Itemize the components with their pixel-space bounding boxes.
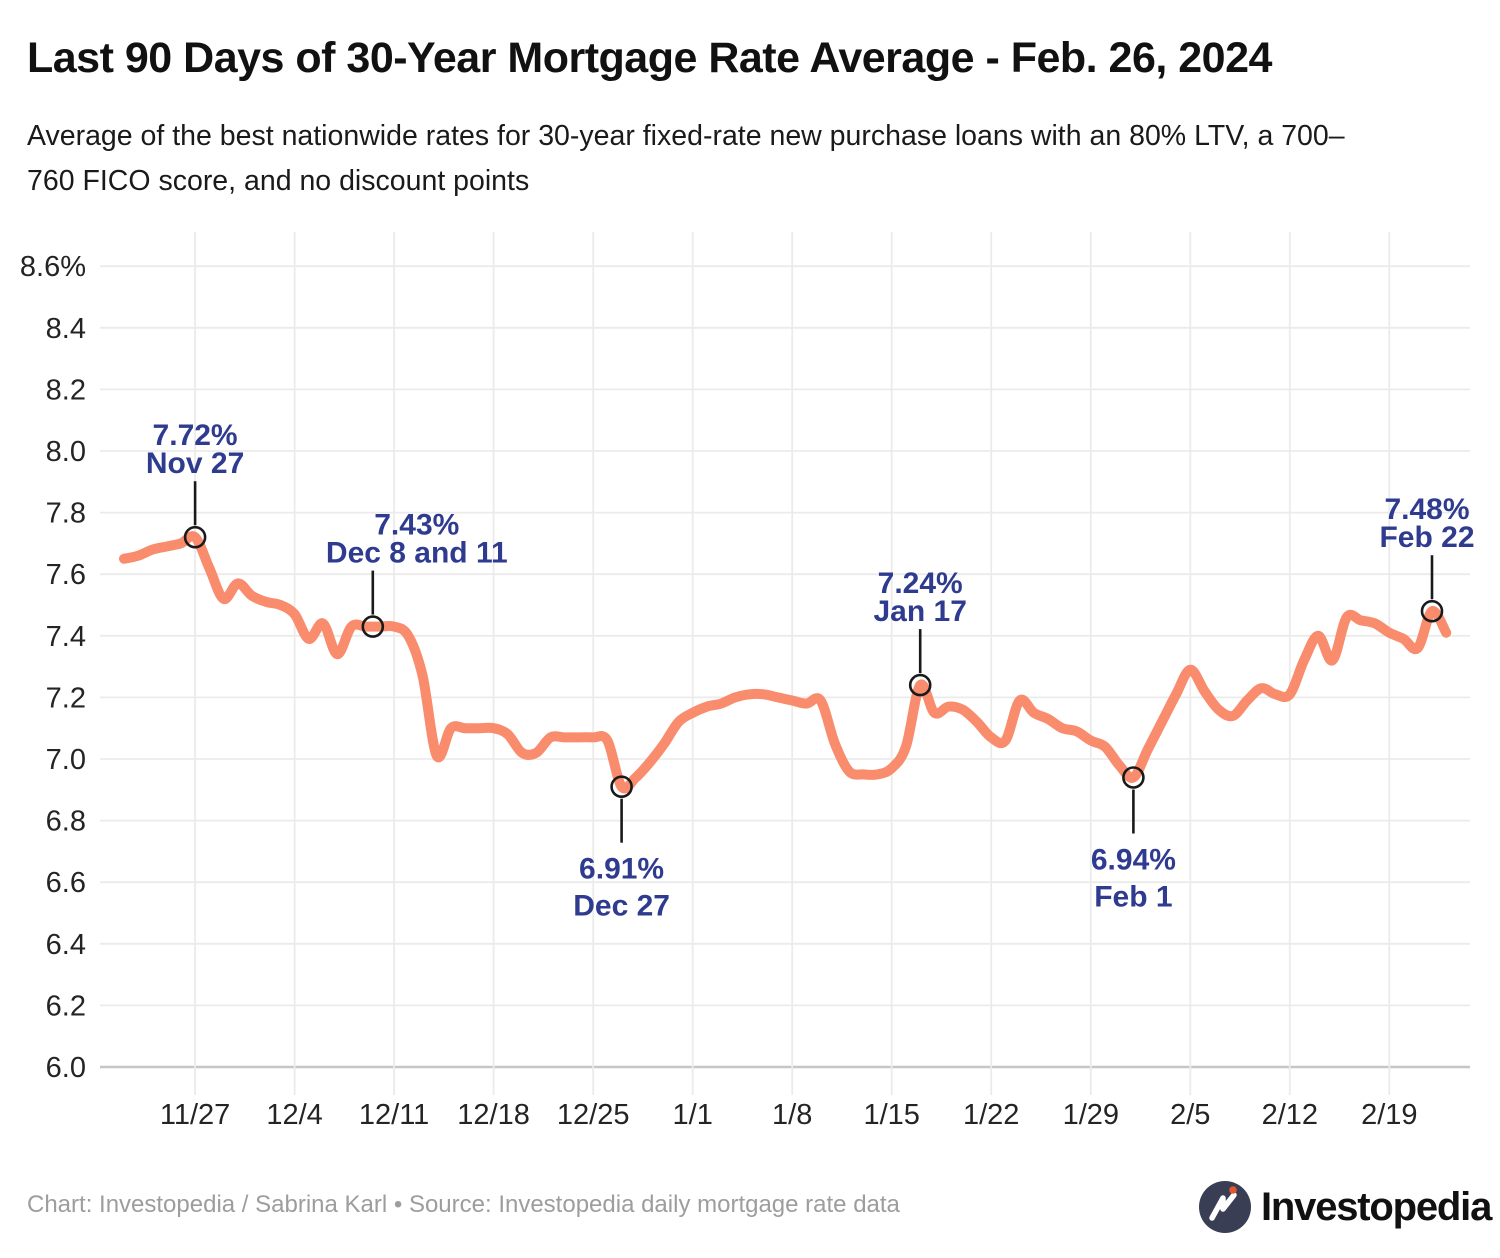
annotation-value-label: 7.48% [1384,493,1469,526]
y-axis-tick-label: 8.4 [46,313,86,345]
series-layer [119,531,1452,794]
footer-credit: Chart: Investopedia / Sabrina Karl • Sou… [27,1191,900,1218]
page-subtitle-line-1: Average of the best nationwide rates for… [27,120,1345,152]
axis-layer: 8.6% 8.4 8.2 8.0 7.8 7.6 7.4 7.2 7.0 6.8 6.6 6.4 6.2… [20,251,1418,1131]
y-axis-tick-label: 8.2 [46,374,86,406]
logo-orange-dot [1229,1186,1237,1194]
annotation-value-label: 7.72% [153,419,238,452]
annotation-date-label: Feb 1 [1094,881,1172,914]
data-point-marker [908,673,932,697]
y-axis-tick-label: 7.2 [46,682,86,714]
page-subtitle: Average of the best nationwide rates for… [27,114,1345,204]
page-subtitle-line-2: 760 FICO score, and no discount points [27,165,530,197]
y-axis-tick-label: 8.0 [46,436,86,468]
x-axis-tick-label: 1/22 [963,1099,1019,1131]
annotation-layer: 7.72%Nov 27 7.43%Dec 8 and 11 6.91% Dec 27 7… [146,419,1475,923]
x-axis-tick-label: 2/12 [1262,1099,1318,1131]
annotation-date-label: Dec 27 [573,890,670,923]
x-axis-tick-label: 12/18 [457,1099,530,1131]
x-axis-tick-label: 12/25 [557,1099,630,1131]
logo-bolt-glyph [1209,1192,1237,1221]
y-axis-tick-label: 7.0 [46,744,86,776]
y-axis-tick-label: 7.6 [46,559,86,591]
annotation-date-label: Feb 22 [1379,521,1474,554]
y-axis-tick-label: 8.6% [20,251,86,283]
x-axis-tick-label: 1/8 [772,1099,812,1131]
annotation-value-label: 6.94% [1091,844,1176,877]
x-axis-tick-label: 12/11 [359,1099,429,1131]
investopedia-wordmark: Investopedia [1261,1184,1492,1229]
x-axis-tick-label: 12/4 [266,1099,322,1131]
annotation-date-label: Dec 8 and 11 [326,537,508,570]
data-point-marker [361,615,385,638]
page-title: Last 90 Days of 30-Year Mortgage Rate Av… [27,34,1272,82]
x-axis-tick-label: 11/27 [160,1099,230,1131]
y-axis-tick-label: 6.8 [46,806,86,838]
annotation-date-label: Jan 17 [873,595,966,628]
data-point-marker [610,775,633,799]
annotation-date-label: Nov 27 [146,447,244,480]
y-axis-tick-label: 6.2 [46,990,86,1022]
investopedia-logo: Investopedia [1198,1180,1492,1234]
x-axis-tick-label: 1/29 [1063,1099,1119,1131]
rate-line [119,531,1452,794]
y-axis-tick-label: 6.4 [46,929,86,961]
y-axis-tick-label: 7.4 [46,621,86,653]
annotation-value-label: 7.24% [878,567,963,600]
data-point-marker [1122,766,1145,789]
annotation-value-label: 7.43% [374,509,459,542]
x-axis-tick-label: 2/5 [1170,1099,1210,1131]
y-axis-tick-label: 7.8 [46,498,86,530]
y-axis-tick-label: 6.0 [46,1052,86,1084]
x-axis-tick-label: 2/19 [1361,1099,1417,1131]
grid-layer [100,232,1470,1095]
investopedia-logo-icon [1199,1181,1251,1233]
data-point-marker [1420,599,1444,623]
annotation-value-label: 6.91% [579,853,664,886]
x-axis-tick-label: 1/15 [863,1099,919,1131]
data-point-marker [183,525,207,549]
x-axis-tick-label: 1/1 [673,1099,713,1131]
y-axis-tick-label: 6.6 [46,867,86,899]
